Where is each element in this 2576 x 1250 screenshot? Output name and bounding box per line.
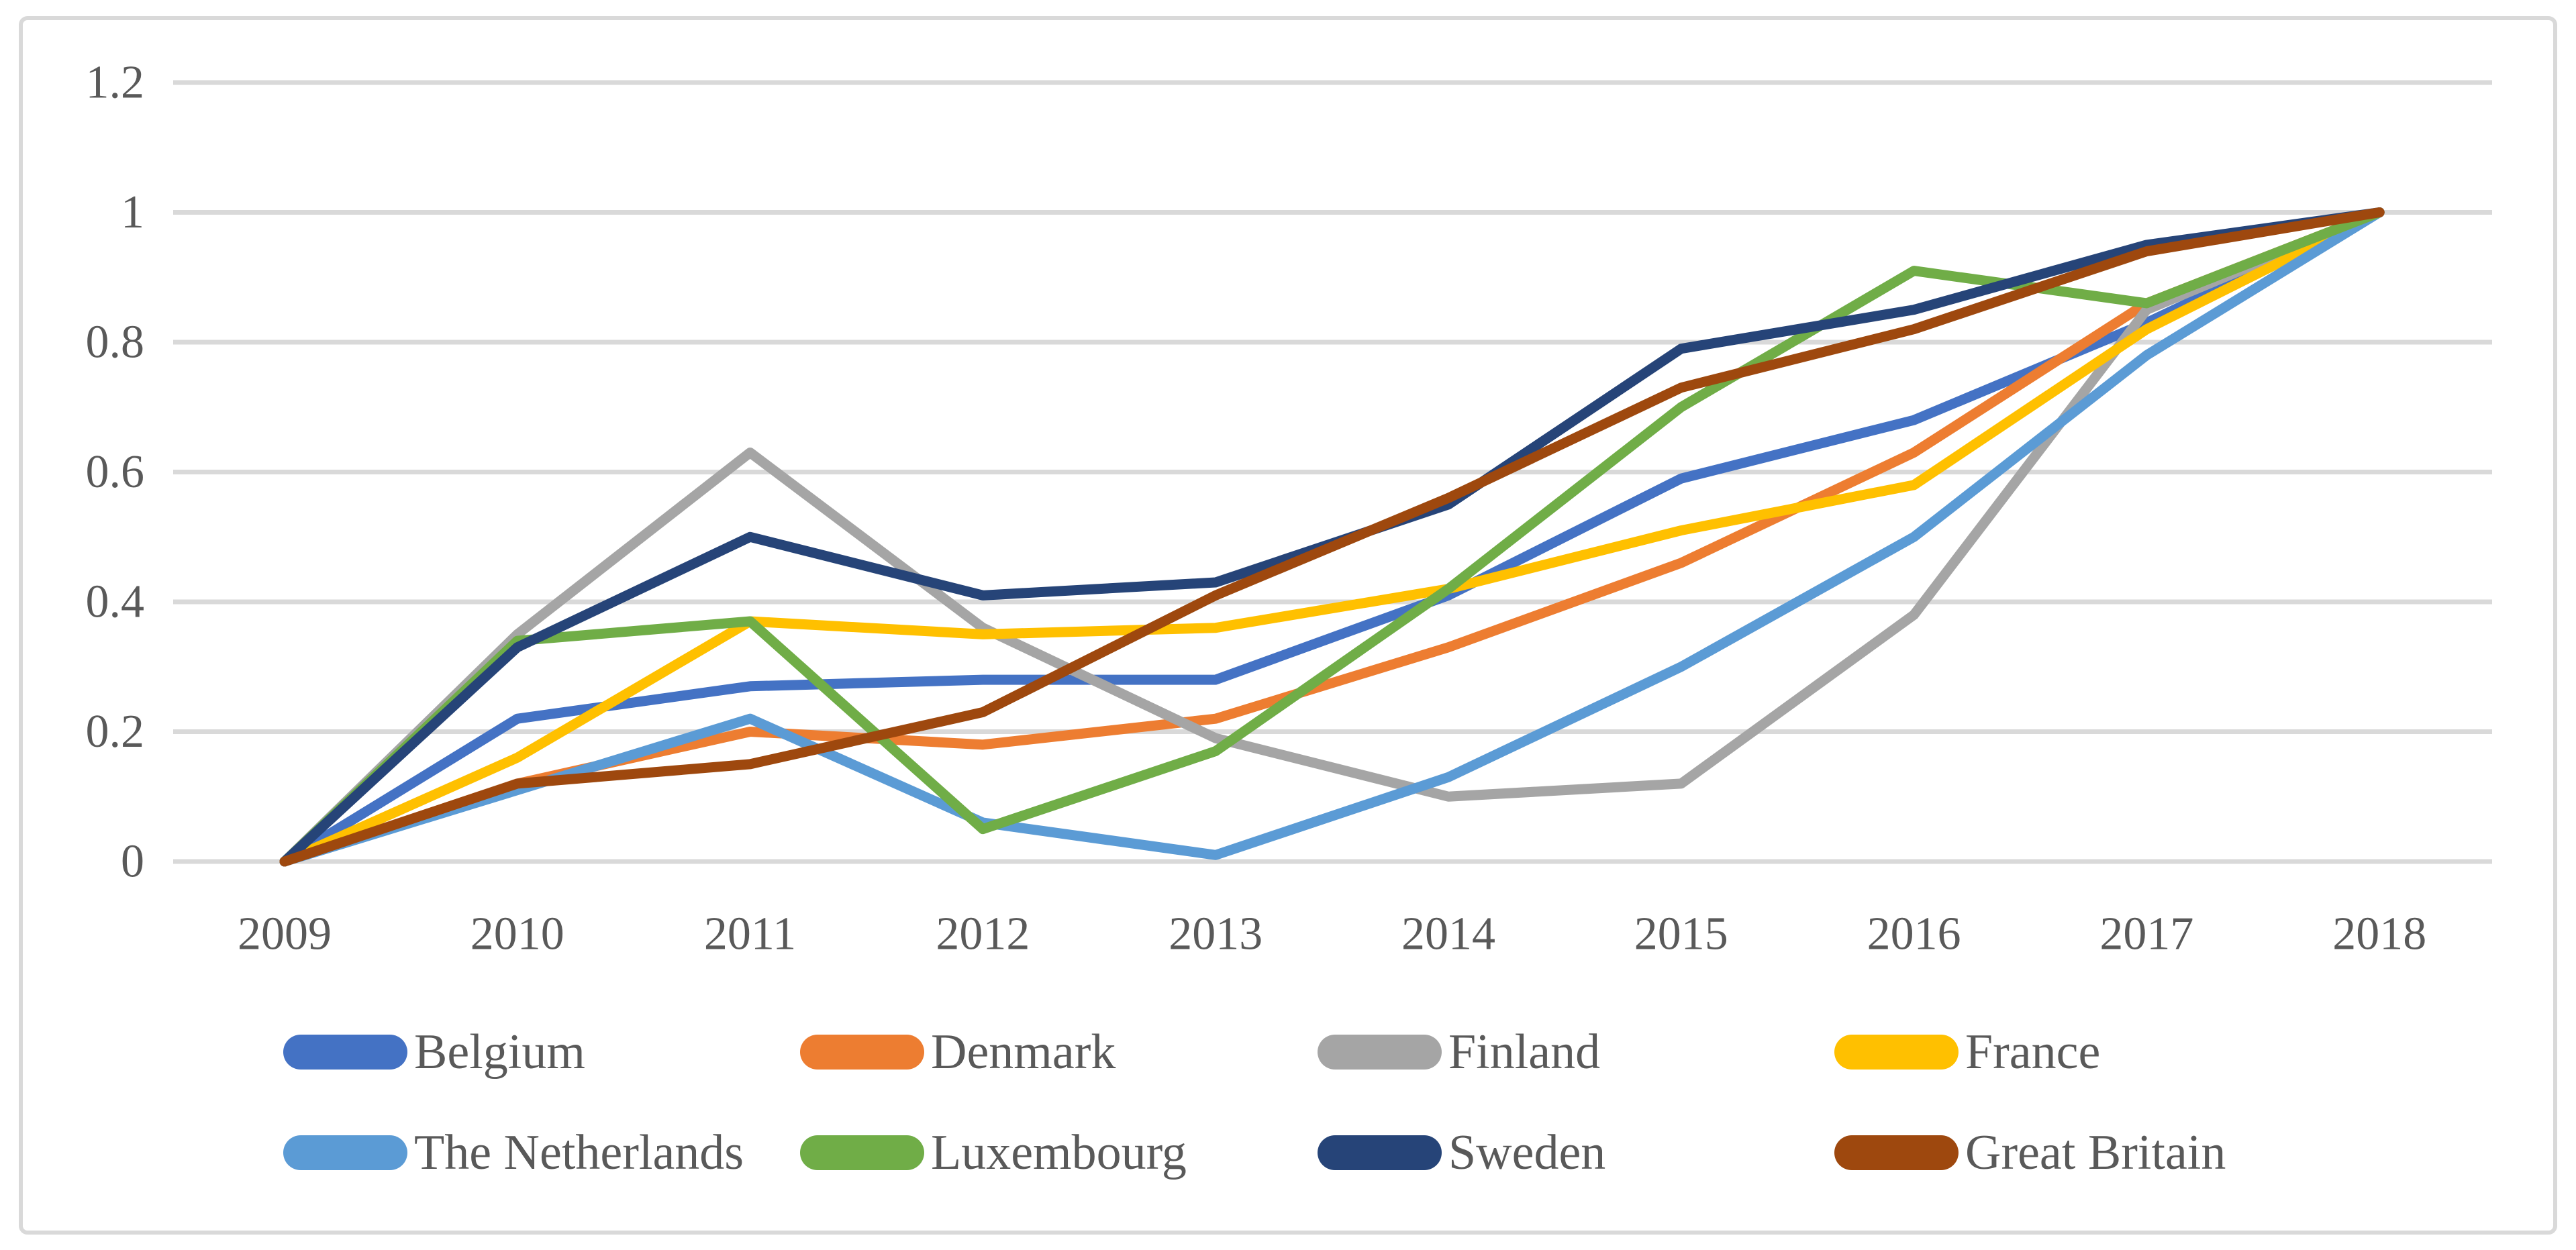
x-axis-tick-2015: 2015 <box>1634 908 1728 960</box>
legend-swatch-sweden <box>1318 1135 1442 1170</box>
series-line-finland <box>279 207 2385 867</box>
legend-label-the-netherlands: The Netherlands <box>414 1125 744 1180</box>
legend-swatch-great-britain <box>1834 1135 1959 1170</box>
y-axis-tick-0.2: 0.2 <box>86 706 145 758</box>
legend-swatch-belgium <box>283 1035 407 1070</box>
x-axis-tick-2011: 2011 <box>704 908 796 960</box>
legend-label-belgium: Belgium <box>414 1025 585 1080</box>
legend-swatch-france <box>1834 1035 1959 1070</box>
chart-border <box>19 16 2557 1235</box>
series-line-great-britain <box>279 207 2385 867</box>
legend-label-great-britain: Great Britain <box>1965 1125 2226 1180</box>
y-axis-tick-0.4: 0.4 <box>86 576 145 628</box>
series-line-belgium <box>279 207 2385 867</box>
legend-label-france: France <box>1965 1025 2100 1080</box>
legend-swatch-the-netherlands <box>283 1135 407 1170</box>
x-axis-tick-2013: 2013 <box>1169 908 1262 960</box>
x-axis-tick-2016: 2016 <box>1867 908 1961 960</box>
x-axis-tick-2014: 2014 <box>1401 908 1495 960</box>
x-axis-tick-2012: 2012 <box>936 908 1030 960</box>
legend-label-sweden: Sweden <box>1448 1125 1605 1180</box>
y-axis-tick-0: 0 <box>121 836 144 888</box>
x-axis-tick-2018: 2018 <box>2332 908 2426 960</box>
y-axis-tick-0.6: 0.6 <box>86 446 145 498</box>
series-line-france <box>279 207 2385 867</box>
series-line-the-netherlands <box>279 207 2385 867</box>
y-axis-tick-0.8: 0.8 <box>86 317 145 368</box>
legend-label-luxembourg: Luxembourg <box>931 1125 1187 1180</box>
legend-swatch-luxembourg <box>800 1135 924 1170</box>
x-axis-tick-2009: 2009 <box>238 908 332 960</box>
legend-label-finland: Finland <box>1448 1025 1600 1080</box>
legend-label-denmark: Denmark <box>931 1025 1116 1080</box>
y-axis-tick-1.2: 1.2 <box>86 57 145 109</box>
x-axis-tick-2010: 2010 <box>470 908 564 960</box>
legend-swatch-finland <box>1318 1035 1442 1070</box>
legend-swatch-denmark <box>800 1035 924 1070</box>
y-axis-tick-1: 1 <box>121 187 144 238</box>
x-axis-tick-2017: 2017 <box>2099 908 2193 960</box>
